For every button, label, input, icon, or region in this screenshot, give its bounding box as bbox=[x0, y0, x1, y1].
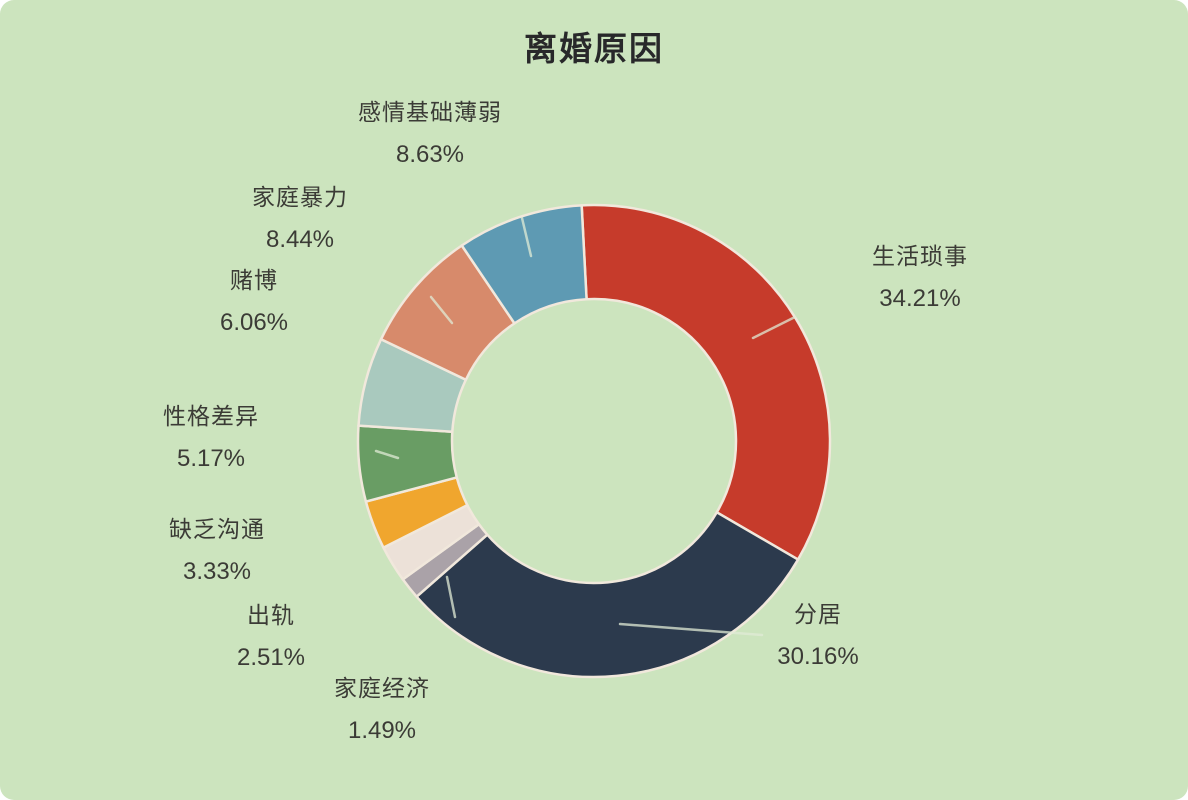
donut-slice-2[interactable] bbox=[415, 511, 800, 679]
slice-label-name: 家庭经济 bbox=[334, 675, 430, 701]
slice-label-3: 家庭经济 1.49% bbox=[252, 667, 512, 753]
leader-line-5 bbox=[520, 216, 533, 258]
slice-label-6: 性格差异 5.17% bbox=[81, 395, 341, 481]
slice-label-percent: 30.16% bbox=[777, 643, 859, 670]
slice-label-percent: 8.63% bbox=[395, 141, 465, 168]
slice-label-percent: 1.49% bbox=[347, 717, 417, 744]
slice-label-percent: 8.44% bbox=[265, 226, 335, 253]
slice-label-name: 出轨 bbox=[247, 602, 295, 628]
donut-slice-9[interactable] bbox=[460, 204, 588, 325]
slice-label-name: 家庭暴力 bbox=[252, 184, 348, 210]
slice-label-percent: 6.06% bbox=[219, 309, 289, 336]
slice-label-5: 缺乏沟通 3.33% bbox=[87, 508, 347, 594]
slice-label-name: 缺乏沟通 bbox=[169, 516, 265, 542]
slice-label-4: 出轨 2.51% bbox=[141, 594, 401, 680]
slice-label-name: 感情基础薄弱 bbox=[358, 99, 502, 125]
slice-label-name: 赌博 bbox=[230, 267, 278, 293]
slice-label-name: 生活琐事 bbox=[872, 243, 968, 269]
leader-line-1 bbox=[751, 315, 797, 340]
leader-line-6 bbox=[374, 449, 400, 460]
slice-label-2: 分居 30.16% bbox=[688, 593, 948, 679]
slice-label-percent: 2.51% bbox=[236, 644, 306, 671]
donut-slice-1[interactable] bbox=[580, 203, 832, 561]
slice-label-7: 赌博 6.06% bbox=[124, 259, 384, 345]
slice-label-percent: 5.17% bbox=[176, 445, 246, 472]
slice-label-name: 性格差异 bbox=[163, 403, 259, 429]
slice-label-name: 分居 bbox=[794, 601, 842, 627]
chart-title: 离婚原因 bbox=[524, 30, 664, 67]
slice-label-9: 感情基础薄弱 8.63% bbox=[300, 91, 560, 177]
slice-label-8: 家庭暴力 8.44% bbox=[170, 176, 430, 262]
slice-label-percent: 34.21% bbox=[879, 285, 961, 312]
slice-label-percent: 3.33% bbox=[182, 558, 252, 585]
leader-line-3 bbox=[445, 575, 457, 619]
slice-label-1: 生活琐事 34.21% bbox=[790, 235, 1050, 321]
leader-line-4 bbox=[429, 295, 454, 325]
leader-line-2 bbox=[618, 622, 764, 637]
